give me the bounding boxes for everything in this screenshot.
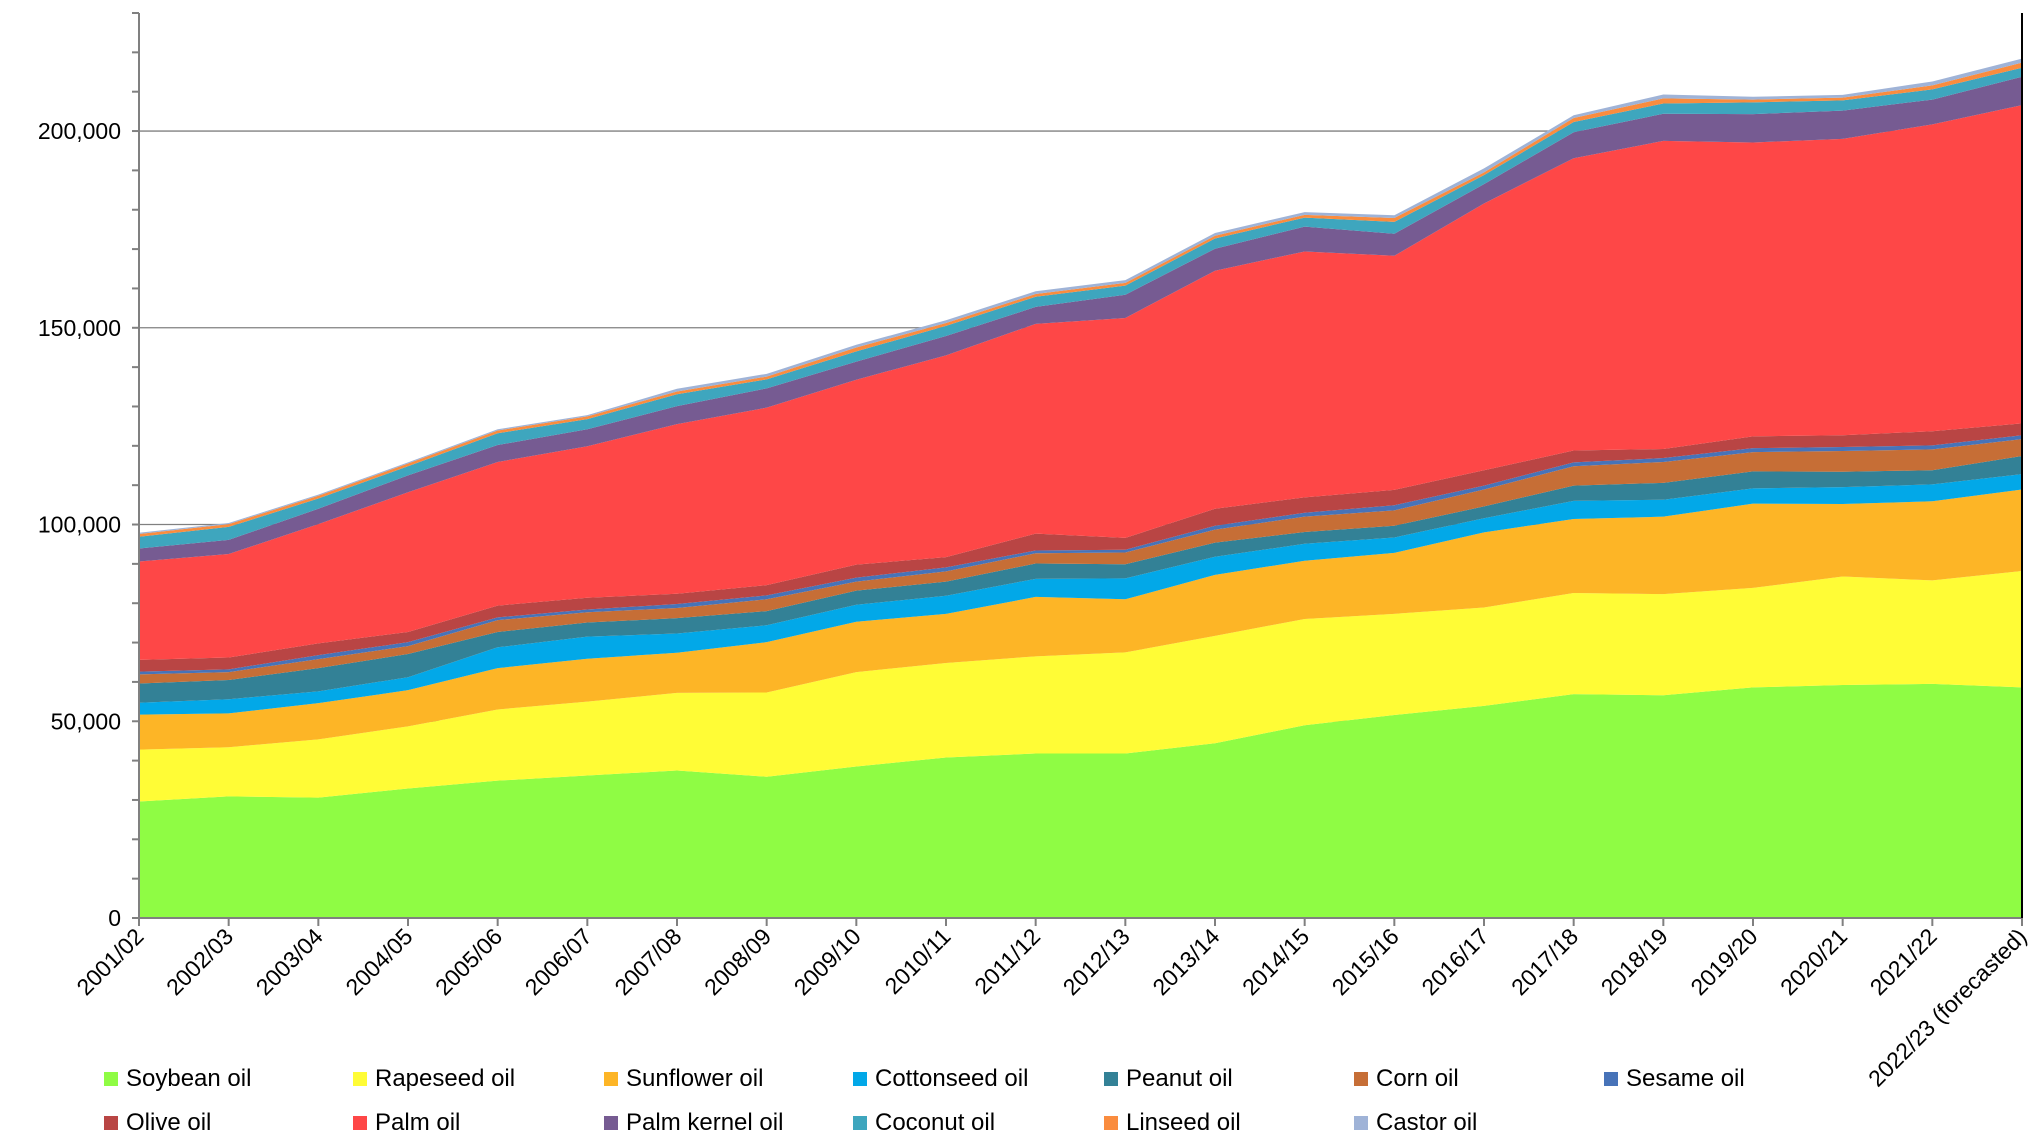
- x-tick-label: 2018/19: [1596, 923, 1673, 1000]
- area-rapeseed-oil: [139, 570, 2022, 802]
- area-palm-kernel-oil: [139, 76, 2022, 562]
- x-tick-label: 2014/15: [1237, 923, 1314, 1000]
- x-tick-label: 2013/14: [1147, 923, 1224, 1000]
- y-tick-label: 150,000: [38, 315, 121, 341]
- area-series: [139, 58, 2022, 918]
- y-tick-label: 200,000: [38, 118, 121, 144]
- x-tick-label: 2003/04: [251, 923, 328, 1000]
- x-tick-label: 2009/10: [789, 923, 866, 1000]
- x-tick-label: 2004/05: [340, 923, 417, 1000]
- x-tick-label: 2007/08: [609, 923, 686, 1000]
- x-tick-label: 2020/21: [1775, 923, 1852, 1000]
- x-tick-label: 2022/23 (forecasted): [1863, 923, 2031, 1091]
- x-tick-label: 2010/11: [880, 923, 956, 999]
- x-tick-label: 2011/12: [969, 923, 1045, 999]
- y-tick-label: 0: [108, 905, 121, 931]
- x-axis-tick-labels: 2001/02 2002/03 2003/04 2004/05 2005/06 2006/…: [71, 923, 2031, 1092]
- x-tick-label: 2017/18: [1506, 923, 1583, 1000]
- x-tick-label: 2001/02: [71, 923, 148, 1000]
- x-tick-label: 2006/07: [520, 923, 597, 1000]
- y-tick-label: 50,000: [51, 708, 121, 734]
- x-tick-label: 2005/06: [430, 923, 507, 1000]
- x-tick-label: 2012/13: [1058, 923, 1135, 1000]
- x-tick-label: 2008/09: [699, 923, 776, 1000]
- x-tick-label: 2019/20: [1685, 923, 1762, 1000]
- area-corn-oil: [139, 439, 2022, 684]
- area-palm-oil: [139, 105, 2022, 660]
- x-tick-label: 2021/22: [1865, 923, 1942, 1000]
- y-tick-label: 100,000: [38, 512, 121, 538]
- x-tick-label: 2015/16: [1327, 923, 1404, 1000]
- area-olive-oil: [139, 423, 2022, 672]
- x-tick-label: 2002/03: [161, 923, 238, 1000]
- area-soybean-oil: [139, 683, 2022, 918]
- area-coconut-oil: [139, 67, 2022, 549]
- area-peanut-oil: [139, 456, 2022, 703]
- y-axis-tick-labels: 0 50,000 100,000 150,000 200,000: [38, 118, 121, 931]
- axes: [132, 12, 2023, 926]
- x-tick-label: 2016/17: [1416, 923, 1493, 1000]
- area-cottonseed-oil: [139, 474, 2022, 715]
- area-sunflower-oil: [139, 489, 2022, 750]
